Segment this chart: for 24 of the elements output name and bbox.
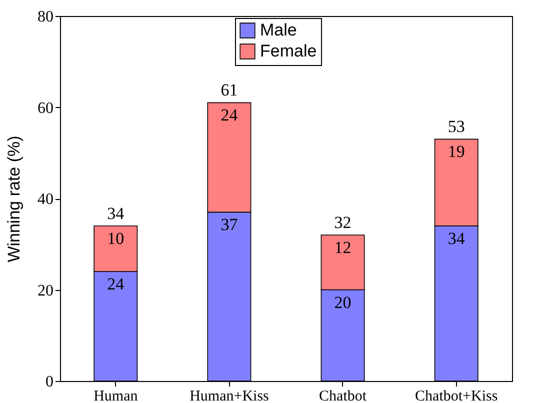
legend-label: Male	[260, 20, 297, 40]
total-label: 32	[334, 213, 352, 232]
data-label: 24	[107, 274, 125, 294]
total-label: 34	[107, 204, 125, 223]
x-tick-label: Chatbot	[319, 388, 368, 403]
total-label: 53	[448, 117, 465, 136]
y-tick-label: 80	[38, 8, 54, 26]
data-label: 24	[220, 106, 238, 125]
total-label: 61	[220, 80, 238, 100]
x-tick-label: Human	[94, 388, 138, 403]
x-tick-label: Human+Kiss	[190, 388, 270, 403]
y-axis-title: Winning rate (%)	[4, 136, 24, 262]
y-tick-label: 60	[38, 100, 54, 117]
data-label: 19	[448, 142, 465, 162]
data-label: 34	[448, 228, 466, 248]
data-label: 37	[220, 215, 238, 234]
legend-label: Female	[260, 42, 317, 60]
y-tick-label: 40	[38, 191, 54, 208]
data-label: 20	[334, 292, 352, 312]
data-label: 10	[107, 228, 124, 248]
data-label: 12	[334, 238, 352, 257]
x-tick-label: Chatbot+Kiss	[415, 388, 498, 403]
y-tick-label: 0	[46, 374, 54, 390]
y-tick-label: 20	[38, 282, 54, 300]
